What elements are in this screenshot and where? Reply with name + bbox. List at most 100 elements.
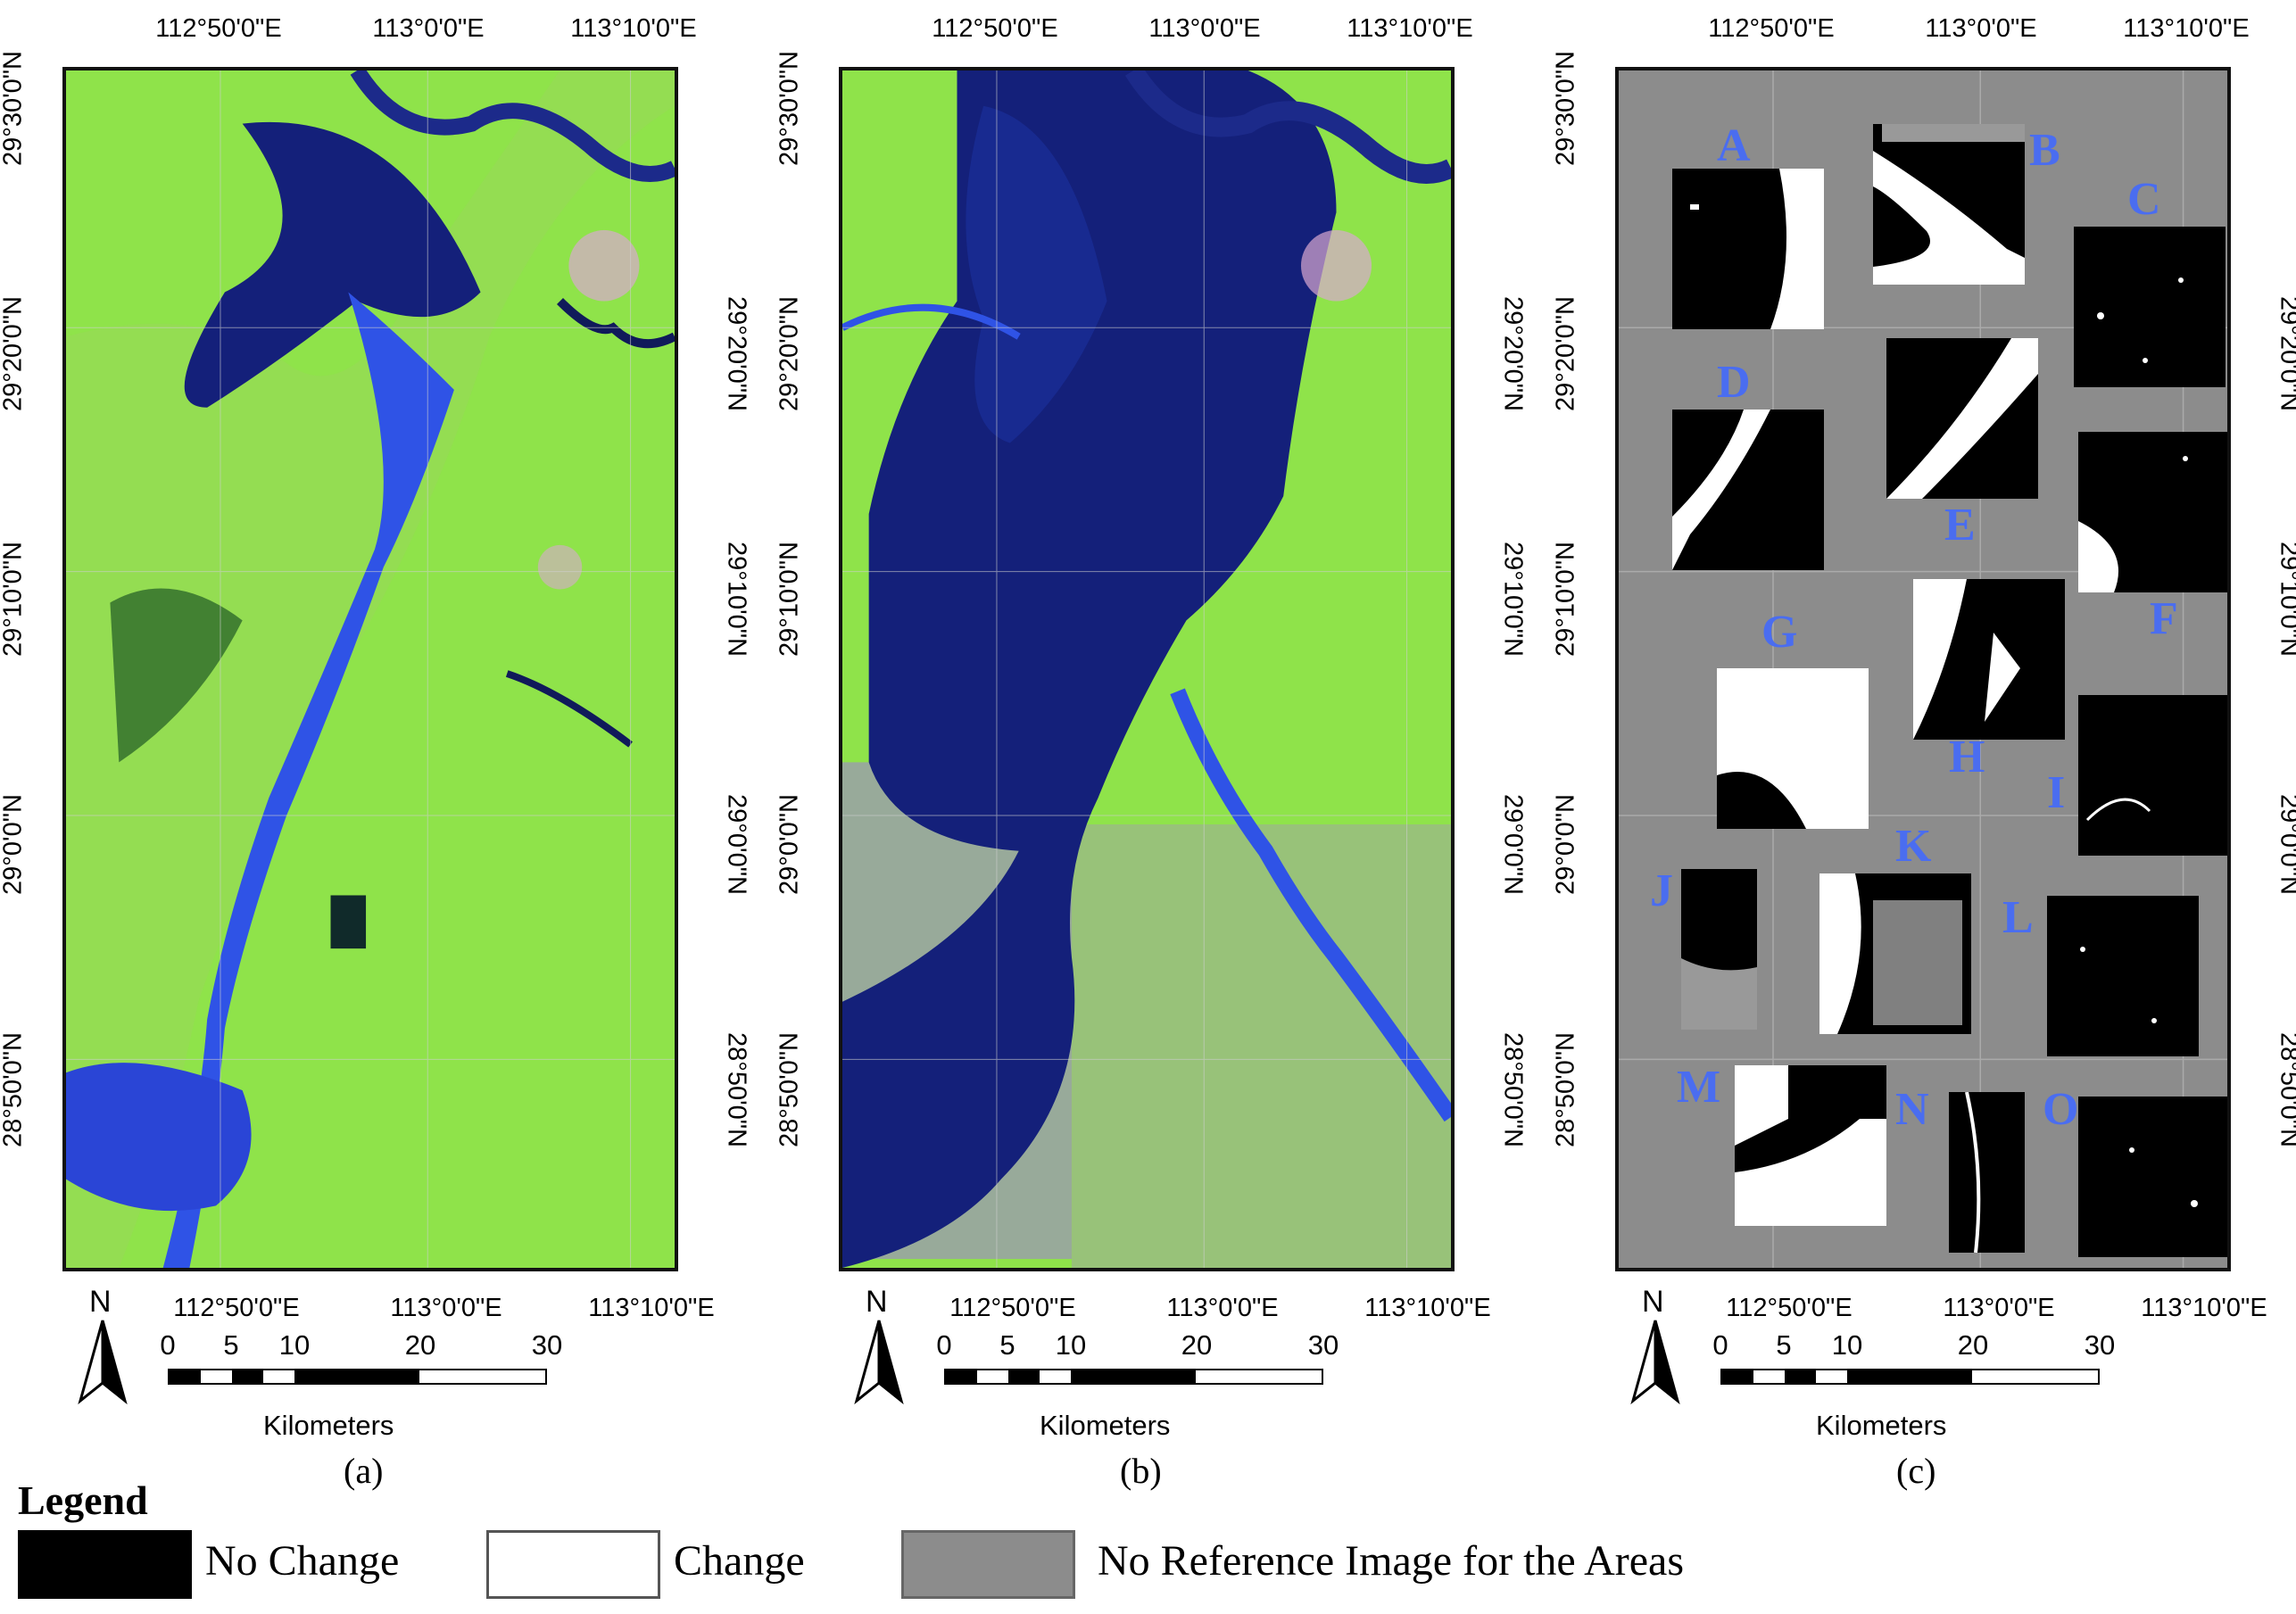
- scale-tick: 20: [1181, 1329, 1213, 1361]
- scale-tick: 0: [1712, 1329, 1728, 1361]
- area-label: A: [1717, 120, 1751, 171]
- legend-label-change: Change: [674, 1537, 805, 1585]
- area-box-j: [1681, 869, 1757, 1030]
- scale-tick: 30: [531, 1329, 563, 1361]
- lon-label-top: 113°10'0"E: [2123, 14, 2250, 43]
- north-label: N: [89, 1285, 112, 1319]
- lat-label-right: 29°10'0"N: [1498, 541, 1528, 657]
- area-label: M: [1677, 1062, 1721, 1113]
- lon-label-bottom: 113°10'0"E: [2141, 1294, 2267, 1322]
- north-arrow-icon: [1630, 1320, 1680, 1405]
- area-label: C: [2127, 174, 2161, 225]
- lat-label-left: 29°20'0"N: [0, 296, 28, 412]
- legend-swatch-no-change: [18, 1530, 192, 1599]
- north-arrow-icon: [854, 1320, 904, 1405]
- legend-title: Legend: [18, 1477, 148, 1523]
- scale-tick: 5: [999, 1329, 1015, 1361]
- scale-tick: 30: [1307, 1329, 1339, 1361]
- scale-bar: 0 5 10 20 30 Kilometers: [160, 1329, 562, 1445]
- scale-bar-segments: [168, 1369, 547, 1385]
- area-label: D: [1717, 357, 1751, 408]
- scale-unit: Kilometers: [263, 1410, 394, 1441]
- lon-label-top: 112°50'0"E: [932, 14, 1058, 43]
- area-box-n: [1949, 1092, 2025, 1253]
- lon-label-top: 113°0'0"E: [372, 14, 485, 43]
- satellite-image-a: [62, 67, 678, 1271]
- lat-label-left: 29°20'0"N: [775, 296, 804, 412]
- scale-bar-segments: [944, 1369, 1323, 1385]
- lon-label-bottom: 113°0'0"E: [390, 1294, 502, 1322]
- area-box-e: [1886, 338, 2038, 499]
- reference-map-c: A B C D E F G H I J K L M N O: [1615, 67, 2231, 1271]
- lat-label-left: 29°10'0"N: [1551, 542, 1580, 658]
- map-panel-b: 112°50'0"E 113°0'0"E 113°10'0"E 112°50'0…: [775, 0, 1528, 1517]
- area-label: H: [1949, 732, 1985, 782]
- lon-label-bottom: 113°0'0"E: [1166, 1294, 1279, 1322]
- area-label: N: [1895, 1084, 1929, 1135]
- area-box-f: [2078, 432, 2227, 592]
- lat-label-left: 29°30'0"N: [775, 51, 804, 167]
- area-label: F: [2150, 593, 2178, 644]
- lat-label-right: 29°0'0"N: [2275, 794, 2296, 895]
- lat-label-right: 29°20'0"N: [722, 295, 751, 411]
- lon-label-bottom: 112°50'0"E: [1726, 1294, 1853, 1322]
- area-box-d: [1672, 410, 1824, 570]
- lat-label-left: 28°50'0"N: [1551, 1032, 1580, 1148]
- panel-caption: (c): [1896, 1451, 1936, 1491]
- satellite-image-b: [839, 67, 1455, 1271]
- panel-caption: (b): [1120, 1451, 1162, 1491]
- lon-label-top: 113°0'0"E: [1925, 14, 2037, 43]
- lat-label-right: 29°0'0"N: [1498, 794, 1528, 895]
- scale-unit: Kilometers: [1816, 1410, 1947, 1441]
- legend-swatch-no-reference: [901, 1530, 1075, 1599]
- area-box-k: [1819, 873, 1971, 1034]
- lat-label-right: 29°20'0"N: [1498, 295, 1528, 411]
- scale-tick: 5: [1776, 1329, 1792, 1361]
- lat-label-left: 29°0'0"N: [775, 794, 804, 895]
- lon-label-bottom: 112°50'0"E: [949, 1294, 1076, 1322]
- scale-unit: Kilometers: [1040, 1410, 1171, 1441]
- legend-swatch-change: [486, 1530, 660, 1599]
- lat-label-right: 28°50'0"N: [2275, 1031, 2296, 1147]
- area-label: K: [1895, 821, 1932, 872]
- lat-label-left: 28°50'0"N: [0, 1032, 28, 1148]
- area-label: I: [2047, 767, 2066, 818]
- scale-tick: 20: [404, 1329, 436, 1361]
- map-panel-a: 112°50'0"E 113°0'0"E 113°10'0"E 112°50'0…: [0, 0, 751, 1517]
- lon-label-bottom: 113°0'0"E: [1943, 1294, 2055, 1322]
- scale-tick: 0: [936, 1329, 952, 1361]
- area-box-g: [1717, 668, 1869, 829]
- north-label: N: [1642, 1285, 1664, 1319]
- scale-tick: 0: [160, 1329, 176, 1361]
- lat-label-right: 28°50'0"N: [1498, 1031, 1528, 1147]
- lat-label-left: 29°20'0"N: [1551, 296, 1580, 412]
- area-label: O: [2043, 1084, 2079, 1135]
- area-box-a: [1672, 169, 1824, 329]
- scale-bar: 0 5 10 20 30 Kilometers: [936, 1329, 1339, 1445]
- lat-label-right: 29°10'0"N: [2275, 541, 2296, 657]
- area-box-i: [2078, 695, 2227, 856]
- area-box-l: [2047, 896, 2199, 1056]
- scale-bar: 0 5 10 20 30 Kilometers: [1712, 1329, 2115, 1445]
- area-label: J: [1650, 865, 1673, 916]
- scale-tick: 20: [1957, 1329, 1989, 1361]
- lat-label-left: 29°0'0"N: [1551, 794, 1580, 895]
- lon-label-top: 113°10'0"E: [1347, 14, 1473, 43]
- lat-label-right: 28°50'0"N: [722, 1031, 751, 1147]
- north-arrow-icon: [78, 1320, 128, 1405]
- area-box-b: [1873, 124, 2025, 285]
- scale-tick: 10: [278, 1329, 311, 1361]
- legend-label-no-reference: No Reference Image for the Areas: [1098, 1537, 1684, 1585]
- lon-label-top: 113°10'0"E: [570, 14, 697, 43]
- lon-label-top: 112°50'0"E: [155, 14, 282, 43]
- lat-label-right: 29°20'0"N: [2275, 295, 2296, 411]
- area-label: B: [2029, 125, 2060, 176]
- area-label: E: [1944, 500, 1976, 550]
- scale-tick: 30: [2084, 1329, 2116, 1361]
- lat-label-left: 29°30'0"N: [0, 51, 28, 167]
- lon-label-bottom: 113°10'0"E: [1364, 1294, 1491, 1322]
- legend-label-no-change: No Change: [205, 1537, 400, 1585]
- area-box-m: [1735, 1065, 1886, 1226]
- lat-label-right: 29°0'0"N: [722, 794, 751, 895]
- north-label: N: [866, 1285, 888, 1319]
